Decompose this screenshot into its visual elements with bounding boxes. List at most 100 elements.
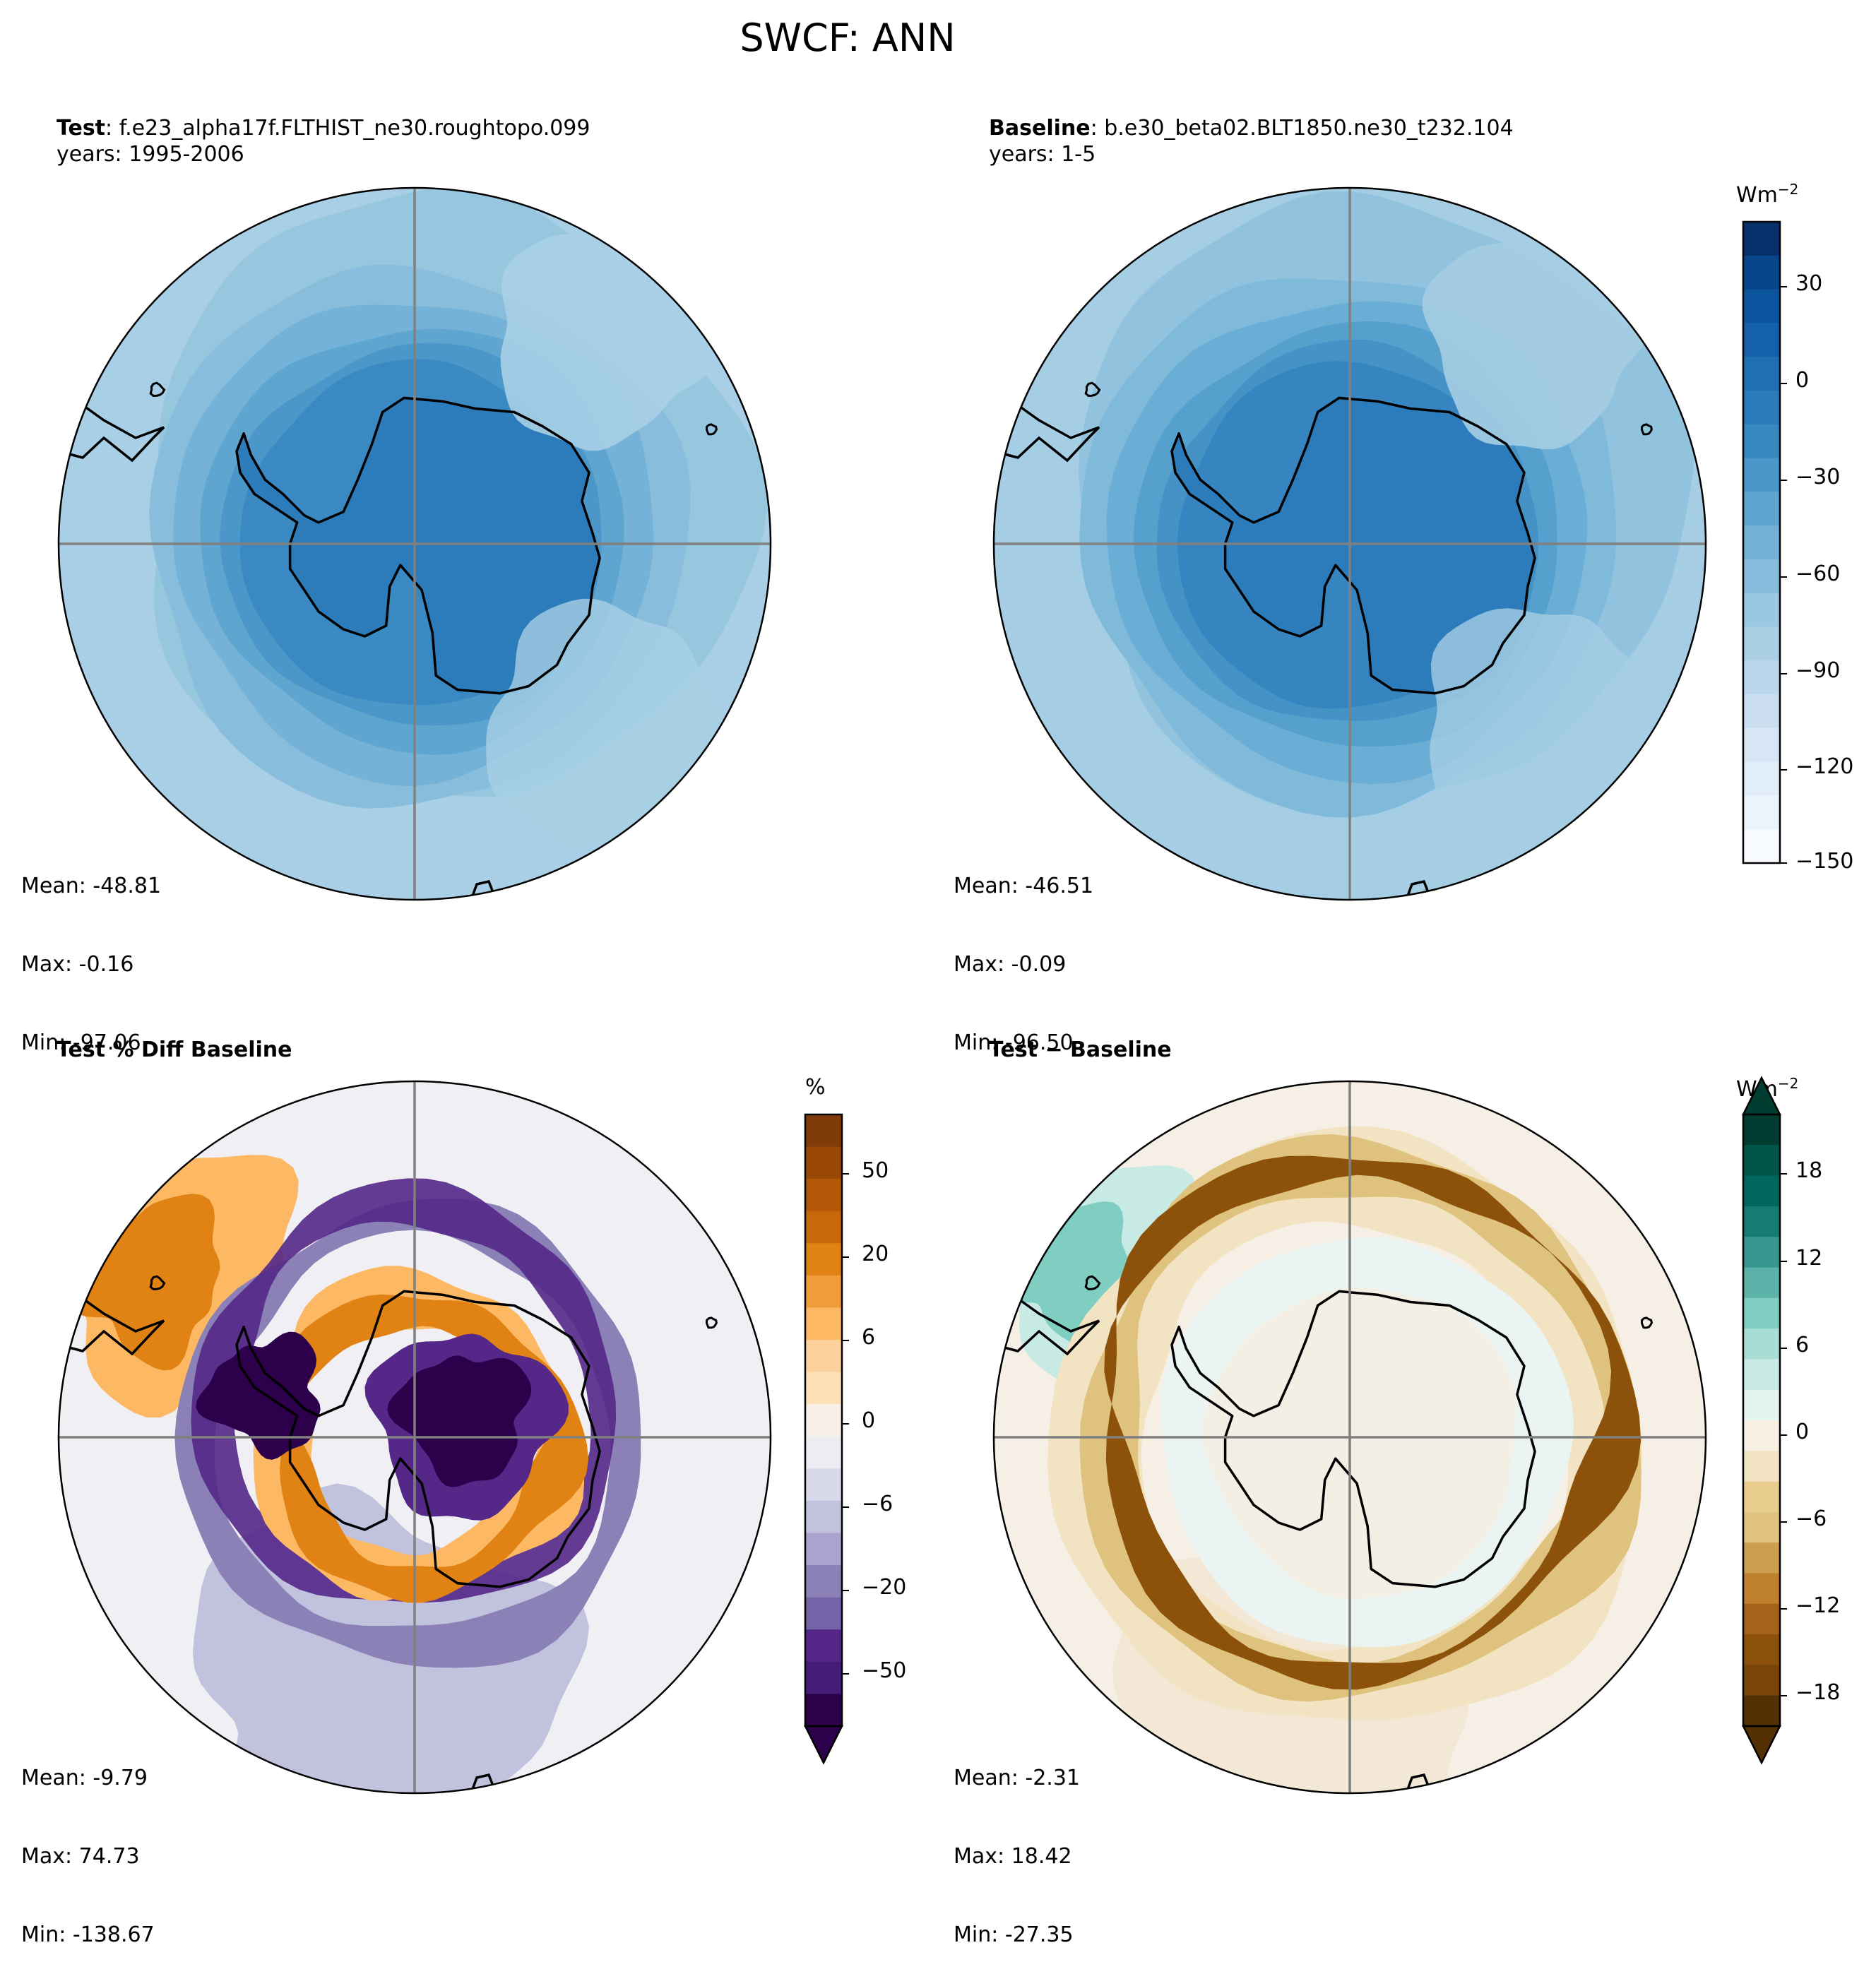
cb-diff-segment	[1743, 1267, 1780, 1299]
cb-diff-segment	[1743, 1389, 1780, 1421]
cb-main-segment	[1743, 525, 1780, 560]
panel-baseline-label: Baseline	[989, 116, 1091, 141]
cb-diff-segment	[1743, 1481, 1780, 1513]
map-field-band	[1422, 235, 1651, 450]
cb-pct-segment	[805, 1436, 842, 1469]
coastline	[1170, 1290, 1536, 1588]
panel-diff-max: Max: 18.42	[954, 1844, 1072, 1869]
cb-diff-segment	[1743, 1420, 1780, 1451]
cb-main-segment	[1743, 323, 1780, 357]
coastline	[1640, 423, 1653, 436]
cb-diff-tick: −6	[1795, 1506, 1827, 1531]
cb-main-segment	[1743, 660, 1780, 695]
coastline	[235, 396, 601, 695]
cb-pct-segment	[805, 1468, 842, 1502]
panel-diff-label: Test − Baseline	[989, 1037, 1172, 1062]
cb-pct-segment	[805, 1597, 842, 1630]
cb-pct-tick: 0	[862, 1408, 876, 1433]
cb-diff-extend-bottom	[1741, 1725, 1782, 1765]
cb-main-segment	[1743, 255, 1780, 290]
cb-main-tick: 0	[1795, 368, 1810, 393]
cb-main-segment	[1743, 390, 1780, 425]
cb-pct-segment	[805, 1211, 842, 1244]
coastline	[149, 381, 166, 398]
map-field-band	[1172, 398, 1536, 694]
cb-main-frame	[1742, 220, 1781, 864]
cb-main-segment	[1743, 795, 1780, 830]
panel-test-max: Max: -0.16	[21, 952, 134, 977]
panel-test-title: Test: f.e23_alpha17f.FLTHIST_ne30.rought…	[57, 115, 590, 167]
panel-diff-min: Min: -27.35	[954, 1922, 1074, 1947]
map-boundary	[57, 186, 772, 901]
panel-baseline-min: Min: -96.50	[954, 1030, 1074, 1055]
panel-test-case: f.e23_alpha17f.FLTHIST_ne30.roughtopo.09…	[119, 116, 590, 141]
panel-pctdiff-max: Max: 74.73	[21, 1844, 140, 1869]
cb-diff-segment	[1743, 1542, 1780, 1574]
panel-baseline-stats: Mean: -46.51 Max: -0.09 Min: -96.50	[954, 821, 1093, 1082]
cb-diff-segment	[1743, 1206, 1780, 1237]
coastline	[235, 1290, 601, 1588]
cb-pct	[803, 1113, 849, 1765]
panel-baseline-mean: Mean: -46.51	[954, 874, 1094, 898]
coastline	[61, 401, 165, 463]
coastline	[996, 1295, 1100, 1356]
coastline	[996, 401, 1100, 463]
cb-main-tick: −30	[1795, 465, 1841, 489]
coastline	[705, 1316, 718, 1329]
panel-baseline-case: b.e30_beta02.BLT1850.ne30_t232.104	[1104, 116, 1514, 141]
cb-main-segment	[1743, 694, 1780, 729]
cb-main-segment	[1743, 424, 1780, 459]
cb-diff-tick: −18	[1795, 1680, 1841, 1705]
cb-diff-segment	[1743, 1175, 1780, 1207]
map-field-band	[196, 1331, 321, 1460]
map-boundary	[57, 1080, 772, 1795]
coastline	[1170, 396, 1536, 695]
coastline	[149, 1275, 166, 1291]
cb-main-segment	[1743, 458, 1780, 492]
coastline	[1405, 1773, 1430, 1793]
map-field-band	[387, 1355, 532, 1487]
cb-diff-segment	[1743, 1328, 1780, 1360]
cb-diff-segment	[1743, 1603, 1780, 1635]
panel-baseline-sep: :	[1090, 116, 1098, 141]
cb-main-segment	[1743, 593, 1780, 628]
cb-diff-frame	[1742, 1113, 1781, 1728]
cb-pct-segment	[805, 1629, 842, 1663]
panel-test-sep: :	[105, 116, 113, 141]
cb-main-segment	[1743, 626, 1780, 661]
coastline	[470, 879, 495, 900]
cb-diff-segment	[1743, 1237, 1780, 1268]
cb-diff-tick: 12	[1795, 1246, 1823, 1271]
map-field-band	[1202, 1287, 1516, 1600]
cb-main-segment	[1743, 289, 1780, 323]
cb-pct-tick: −50	[862, 1658, 907, 1683]
cb-diff-segment	[1743, 1695, 1780, 1727]
map-boundary	[992, 186, 1707, 901]
panel-pctdiff-label: Test % Diff Baseline	[57, 1037, 292, 1062]
cb-pct-segment	[805, 1372, 842, 1405]
cb-pct-segment	[805, 1565, 842, 1598]
panel-test-min: Min: -97.06	[21, 1030, 141, 1055]
cb-main-tick: −150	[1795, 849, 1854, 874]
panel-pctdiff-min: Min: -138.67	[21, 1922, 155, 1947]
cb-diff-extend-top	[1741, 1076, 1782, 1116]
cb-pct-tick: −20	[862, 1575, 907, 1600]
map-field-band	[237, 398, 600, 694]
coastline	[470, 1773, 495, 1793]
cb-pct-extend-bottom	[803, 1725, 844, 1765]
map-boundary	[992, 1080, 1707, 1795]
panel-test-stats: Mean: -48.81 Max: -0.16 Min: -97.06	[21, 821, 161, 1082]
coastline	[61, 1295, 165, 1356]
cb-pct-segment	[805, 1275, 842, 1309]
cb-pct-tick: 20	[862, 1242, 889, 1266]
panel-pctdiff-title: Test % Diff Baseline	[57, 1037, 292, 1063]
cb-pct-segment	[805, 1500, 842, 1534]
cb-pct-unit: %	[805, 1075, 826, 1100]
cb-main-segment	[1743, 727, 1780, 763]
panel-diff-mean: Mean: -2.31	[954, 1766, 1081, 1790]
panel-baseline-years: years: 1-5	[989, 142, 1096, 167]
cb-pct-frame	[804, 1113, 843, 1728]
map-test	[59, 188, 771, 900]
cb-diff-tick: −12	[1795, 1593, 1841, 1618]
cb-pct-segment	[805, 1307, 842, 1340]
